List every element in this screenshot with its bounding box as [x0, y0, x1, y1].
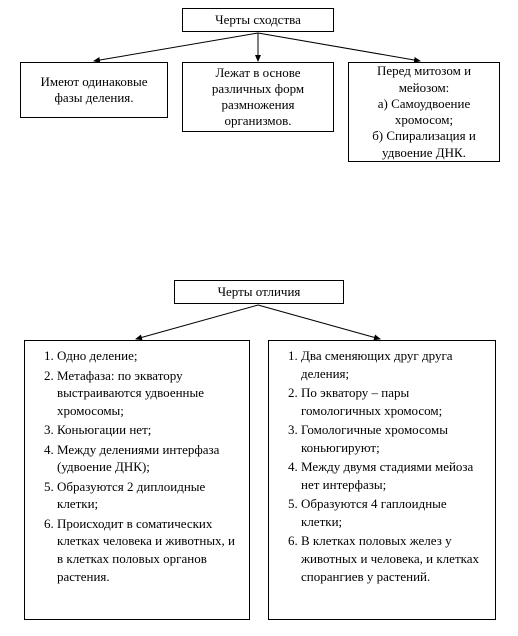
list-item: Два сменяющих друг друга деления; — [301, 347, 487, 382]
similarity-box-1: Имеют одинаковые фазы деления. — [20, 62, 168, 118]
difference-title-text: Черты отличия — [218, 284, 301, 300]
list-item: Гомологичные хромосомы коньюгируют; — [301, 421, 487, 456]
list-item: Метафаза: по экватору выстраиваются удво… — [57, 367, 241, 420]
similarity-title-box: Черты сходства — [182, 8, 334, 32]
list-item: Коньюгации нет; — [57, 421, 241, 439]
similarity-box-3: Перед митозом и мейозом: а) Самоудвоение… — [348, 62, 500, 162]
arrow-sim-left — [94, 33, 258, 61]
difference-left-list: Одно деление; Метафаза: по экватору выст… — [31, 347, 241, 585]
similarity-title-text: Черты сходства — [215, 12, 301, 28]
list-item: Образуются 4 гаплоидные клетки; — [301, 495, 487, 530]
difference-right-box: Два сменяющих друг друга деления; По экв… — [268, 340, 496, 620]
list-item: Образуются 2 диплоидные клетки; — [57, 478, 241, 513]
similarity-box-3-text: Перед митозом и мейозом: а) Самоудвоение… — [355, 63, 493, 161]
list-item: В клетках половых желез у животных и чел… — [301, 532, 487, 585]
similarity-box-2-text: Лежат в основе различных форм размножени… — [189, 65, 327, 130]
arrow-diff-left — [136, 305, 258, 339]
similarity-box-2: Лежат в основе различных форм размножени… — [182, 62, 334, 132]
difference-right-list: Два сменяющих друг друга деления; По экв… — [275, 347, 487, 585]
list-item: Между делениями интерфаза (удвоение ДНК)… — [57, 441, 241, 476]
arrow-diff-right — [258, 305, 380, 339]
list-item: Между двумя стадиями мейоза нет интерфаз… — [301, 458, 487, 493]
similarity-box-1-text: Имеют одинаковые фазы деления. — [27, 74, 161, 107]
list-item: Происходит в соматических клетках челове… — [57, 515, 241, 585]
arrow-sim-right — [258, 33, 420, 61]
list-item: По экватору – пары гомологичных хромосом… — [301, 384, 487, 419]
difference-left-box: Одно деление; Метафаза: по экватору выст… — [24, 340, 250, 620]
list-item: Одно деление; — [57, 347, 241, 365]
difference-title-box: Черты отличия — [174, 280, 344, 304]
